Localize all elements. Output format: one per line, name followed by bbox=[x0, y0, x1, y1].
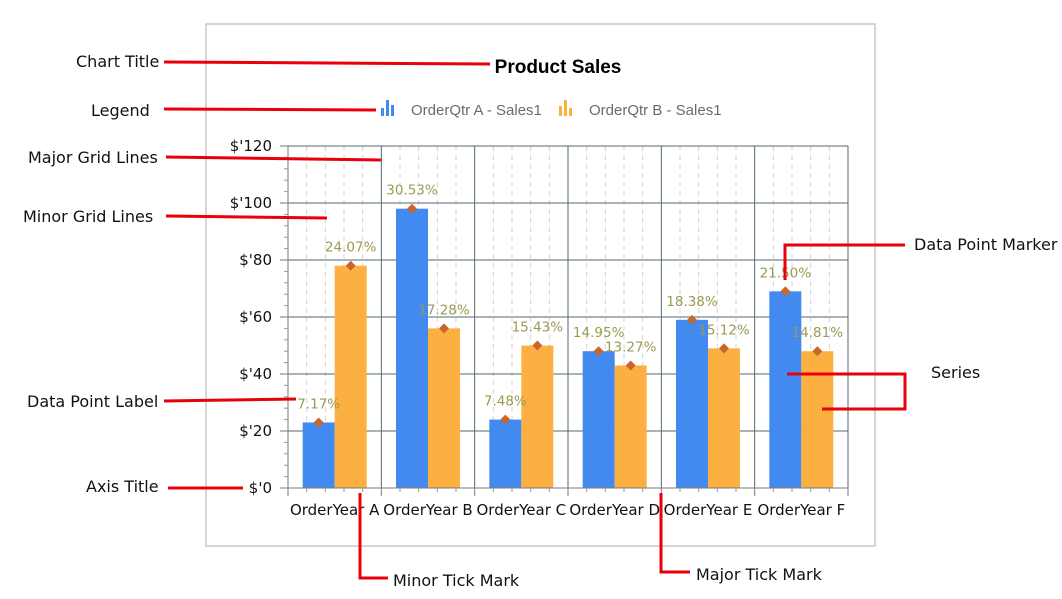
bar-series-a[interactable] bbox=[489, 419, 522, 488]
axes bbox=[280, 145, 849, 496]
annotation-line-legend bbox=[163, 107, 377, 112]
annotation-major-grid-lines: Major Grid Lines bbox=[28, 148, 158, 167]
legend-label-series-b: OrderQtr B - Sales1 bbox=[589, 102, 722, 119]
data-point-markers bbox=[313, 203, 823, 428]
data-point-label: 14.95% bbox=[573, 325, 625, 341]
annotation-data-point-label: Data Point Label bbox=[27, 392, 158, 411]
y-tick-label: $'80 bbox=[239, 251, 272, 269]
major-grid-lines bbox=[288, 145, 849, 488]
annotation-major-tick-mark: Major Tick Mark bbox=[696, 565, 823, 584]
x-tick-label: OrderYear D bbox=[569, 501, 660, 519]
data-point-label: 15.12% bbox=[698, 322, 750, 338]
data-point-label: 7.17% bbox=[297, 396, 340, 412]
bar-series-a[interactable] bbox=[676, 319, 708, 488]
x-tick-label: OrderYear A bbox=[290, 501, 380, 519]
data-point-marker[interactable] bbox=[780, 286, 791, 297]
annotation-line-data-marker bbox=[783, 243, 905, 280]
data-point-marker[interactable] bbox=[687, 314, 697, 325]
data-point-label: 30.53% bbox=[386, 183, 438, 199]
data-point-label: 24.07% bbox=[325, 240, 377, 256]
data-point-marker[interactable] bbox=[625, 360, 636, 371]
bar-chart-icon bbox=[559, 100, 572, 116]
data-point-label: 7.48% bbox=[484, 394, 527, 410]
annotation-line-series bbox=[787, 372, 907, 411]
data-point-label: 13.27% bbox=[605, 339, 657, 355]
annotation-line-data-label bbox=[163, 397, 297, 403]
y-axis-tick-labels: $'0 $'20 $'40 $'60 $'80 $'100 $'120 bbox=[230, 137, 272, 497]
bar-series bbox=[302, 208, 834, 489]
legend-item-series-a[interactable]: OrderQtr A - Sales1 bbox=[381, 100, 542, 119]
data-point-marker[interactable] bbox=[345, 260, 356, 271]
y-tick-label: $'60 bbox=[239, 308, 272, 326]
annotation-series: Series bbox=[931, 363, 980, 382]
data-point-marker[interactable] bbox=[407, 203, 417, 214]
bar-series-a[interactable] bbox=[396, 208, 428, 488]
bar-series-b[interactable] bbox=[334, 265, 367, 488]
annotation-line-minor-tick bbox=[358, 493, 388, 580]
bar-series-b[interactable] bbox=[614, 365, 647, 488]
bar-series-b[interactable] bbox=[521, 345, 554, 489]
annotation-legend: Legend bbox=[91, 101, 150, 120]
annotation-chart-title: Chart Title bbox=[76, 52, 159, 71]
y-tick-label: $'20 bbox=[239, 422, 272, 440]
annotation-data-point-marker: Data Point Marker bbox=[914, 235, 1058, 254]
bar-series-b[interactable] bbox=[428, 328, 460, 488]
y-tick-label: $'100 bbox=[230, 194, 272, 212]
annotation-minor-grid-lines: Minor Grid Lines bbox=[23, 207, 153, 226]
x-tick-label: OrderYear C bbox=[477, 501, 567, 519]
y-tick-label: $'40 bbox=[239, 365, 272, 383]
data-point-label: 14.81% bbox=[792, 325, 844, 341]
annotation-line-chart-title bbox=[163, 60, 491, 66]
x-tick-label: OrderYear E bbox=[664, 501, 753, 519]
bar-series-a[interactable] bbox=[769, 291, 802, 488]
data-point-marker[interactable] bbox=[593, 346, 604, 357]
legend: OrderQtr A - Sales1 OrderQtr B - Sales1 bbox=[381, 100, 722, 119]
bar-series-a[interactable] bbox=[582, 351, 615, 488]
bar-series-b[interactable] bbox=[801, 351, 834, 488]
annotation-line-minor-grid bbox=[165, 214, 328, 220]
data-point-marker[interactable] bbox=[313, 417, 324, 428]
x-axis-tick-labels: OrderYear A OrderYear B OrderYear C OrderYe… bbox=[290, 501, 845, 519]
y-tick-label: $'120 bbox=[230, 137, 272, 155]
annotation-line-major-grid bbox=[165, 155, 382, 162]
bar-series-a[interactable] bbox=[302, 422, 335, 488]
chart-title: Product Sales bbox=[495, 57, 622, 78]
data-point-labels: 7.17% 24.07% 30.53% 17.28% 7.48% 15.43% 14.95%… bbox=[297, 183, 843, 413]
legend-item-series-b[interactable]: OrderQtr B - Sales1 bbox=[559, 100, 722, 119]
y-tick-label: $'0 bbox=[249, 479, 272, 497]
annotation-line-major-tick bbox=[659, 493, 690, 574]
data-point-label: 18.38% bbox=[666, 294, 718, 310]
x-tick-label: OrderYear F bbox=[757, 501, 845, 519]
annotation-axis-title: Axis Title bbox=[86, 477, 159, 496]
bar-chart-icon bbox=[381, 100, 394, 116]
x-tick-label: OrderYear B bbox=[383, 501, 472, 519]
annotations bbox=[163, 60, 907, 580]
data-point-label: 17.28% bbox=[418, 302, 470, 318]
data-point-marker[interactable] bbox=[719, 343, 729, 354]
data-point-marker[interactable] bbox=[439, 323, 449, 334]
annotation-minor-tick-mark: Minor Tick Mark bbox=[393, 571, 520, 590]
bar-series-b[interactable] bbox=[708, 348, 740, 488]
data-point-marker[interactable] bbox=[812, 346, 823, 357]
legend-label-series-a: OrderQtr A - Sales1 bbox=[411, 102, 542, 119]
data-point-marker[interactable] bbox=[532, 340, 543, 351]
data-point-label: 15.43% bbox=[512, 320, 564, 336]
data-point-marker[interactable] bbox=[500, 414, 511, 425]
